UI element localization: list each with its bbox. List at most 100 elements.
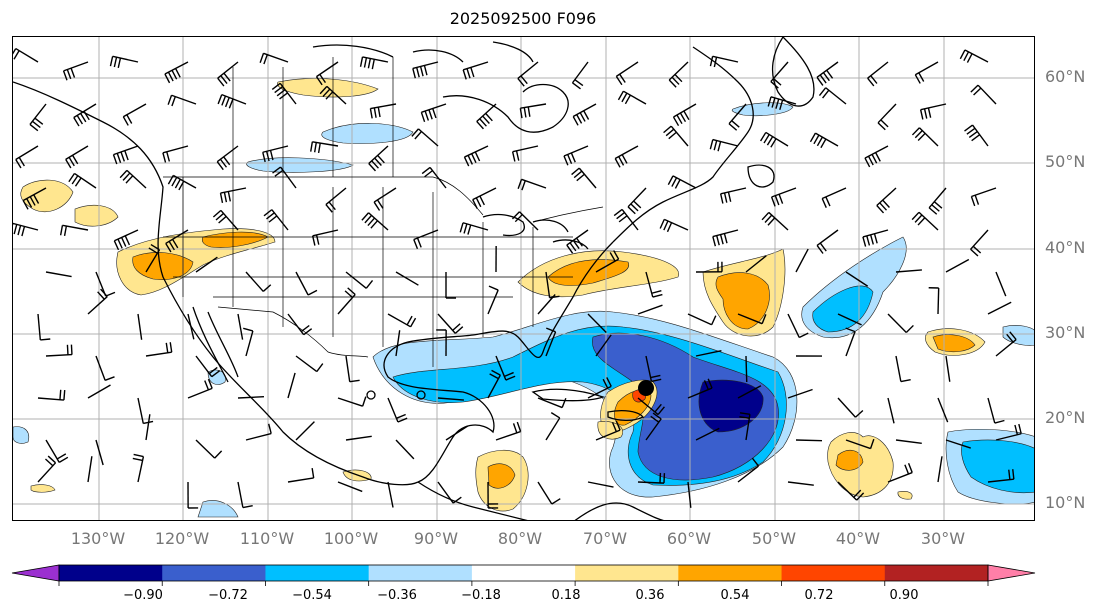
colorbar-segment <box>59 565 163 581</box>
wind-barb <box>645 412 662 441</box>
wind-barb <box>745 355 748 383</box>
wind-barb <box>195 355 221 378</box>
wind-barb <box>472 187 497 209</box>
lon-label-60w: 60°W <box>666 529 712 548</box>
colorbar-tick-label: 0.54 <box>720 588 750 603</box>
colorbar-segment <box>265 565 370 581</box>
wind-barb <box>595 250 620 273</box>
wind-barb <box>245 423 272 441</box>
wind-barb <box>13 47 39 63</box>
wind-barb <box>315 61 339 86</box>
wind-barb <box>237 396 265 399</box>
lon-label-130w: 130°W <box>70 529 126 548</box>
hispaniola <box>607 410 645 422</box>
wind-barb <box>816 229 839 254</box>
wind-barb <box>15 145 39 169</box>
colorbar-extend-low <box>11 564 60 582</box>
wind-barb <box>745 255 767 273</box>
wind-barb <box>645 355 662 383</box>
colorbar-tick-label: −0.18 <box>461 588 501 603</box>
wind-barb <box>737 313 767 325</box>
wind-barb <box>563 145 589 166</box>
wind-barb <box>295 355 324 373</box>
wind-barb <box>595 334 612 357</box>
hudson-bay <box>442 83 569 133</box>
wind-barb <box>445 271 457 299</box>
wind-barb <box>387 313 417 328</box>
lat-label-50n: 50°N <box>1045 152 1086 171</box>
wind-barb <box>395 330 401 357</box>
wind-barb <box>837 397 864 418</box>
negative-anomaly-region <box>197 500 239 518</box>
colorbar-tick-label: 0.36 <box>635 588 665 603</box>
wind-barb <box>337 481 363 493</box>
wind-barb <box>760 131 789 148</box>
wind-barb <box>73 103 97 127</box>
wind-barb <box>566 229 589 254</box>
wind-barb <box>821 187 847 208</box>
wind-barb <box>895 269 922 273</box>
lat-label-10n: 10°N <box>1045 493 1086 512</box>
negative-anomaly-region <box>1002 325 1034 346</box>
wind-barb <box>818 87 847 105</box>
wind-barb <box>709 138 739 152</box>
coastlines <box>13 37 815 520</box>
wind-barb <box>737 385 762 399</box>
wind-barb <box>970 187 997 207</box>
storm-track-point <box>366 390 376 400</box>
wind-barb <box>668 61 689 88</box>
wind-barb <box>837 481 865 501</box>
wind-barb <box>87 288 108 315</box>
graticule <box>13 37 1034 520</box>
us-canada-border <box>163 176 604 223</box>
lat-label-60n: 60°N <box>1045 67 1086 86</box>
wind-barb <box>787 481 814 486</box>
wind-barb <box>387 397 408 423</box>
wind-barb <box>310 141 339 154</box>
wind-barb <box>413 229 439 250</box>
wind-barb <box>420 103 447 123</box>
wind-barb <box>809 132 839 149</box>
wind-barb <box>263 209 289 231</box>
wind-barb <box>412 61 439 79</box>
wind-barb <box>845 327 856 357</box>
wind-barb <box>195 439 223 459</box>
wind-barb <box>517 178 547 191</box>
negative-anomaly-region <box>812 285 874 333</box>
wind-barb <box>545 327 557 357</box>
storm-track-point <box>416 390 426 400</box>
wind-barb <box>87 456 93 483</box>
greenland <box>771 37 815 107</box>
wind-barb <box>964 124 989 147</box>
wind-barb <box>387 481 394 508</box>
wind-barb <box>970 229 989 257</box>
wind-barb <box>517 61 539 87</box>
wind-barb <box>987 301 1012 315</box>
wind-barb <box>217 61 239 87</box>
negative-anomaly-region <box>13 426 30 444</box>
colorbar-segment <box>162 565 266 581</box>
wind-barb <box>945 439 971 449</box>
wind-barb <box>613 208 639 231</box>
wind-barb <box>37 313 51 341</box>
wind-barb <box>68 172 97 189</box>
wind-barb <box>728 103 747 131</box>
wind-barb <box>795 248 809 273</box>
wind-barb <box>487 285 499 315</box>
political-borders <box>163 57 604 367</box>
colorbar-segment <box>781 565 886 581</box>
wind-barb <box>287 467 315 483</box>
wind-barb <box>167 94 197 107</box>
wind-barb <box>295 421 315 441</box>
wind-barb <box>113 229 139 251</box>
wind-barb <box>695 261 723 273</box>
wind-barb <box>761 211 789 231</box>
wind-barb <box>237 313 244 340</box>
cuba <box>531 388 606 402</box>
wind-barb <box>837 313 862 326</box>
wind-barb <box>571 61 589 90</box>
wind-barb <box>737 457 760 483</box>
wind-barb <box>345 271 374 289</box>
wind-barb <box>45 439 69 463</box>
wind-barb <box>687 481 692 508</box>
